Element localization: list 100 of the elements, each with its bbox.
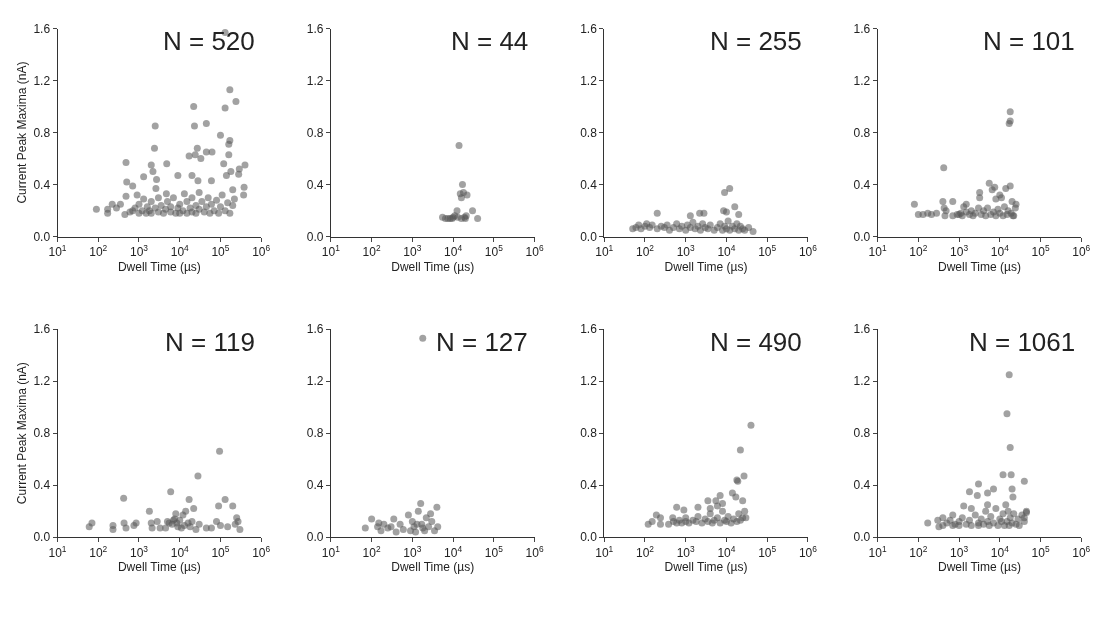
x-tick-label: 10$^{6}$ <box>798 543 818 560</box>
y-tick-label: 0.0 <box>580 530 598 545</box>
y-tick-label: 0.8 <box>33 426 51 441</box>
y-tick-label: 1.6 <box>580 322 598 337</box>
x-tick-label: 10$^{3}$ <box>403 243 422 260</box>
x-axis-title: Dwell Time (µs) <box>664 259 748 274</box>
y-tick-label: 0.8 <box>853 426 871 441</box>
y-tick-label: 1.2 <box>580 374 598 389</box>
x-tick-label: 10$^{4}$ <box>170 543 190 560</box>
x-tick-label: 10$^{4}$ <box>990 543 1010 560</box>
y-tick-label: 0.4 <box>580 177 598 192</box>
x-tick-label: 10$^{2}$ <box>89 543 108 560</box>
x-tick-label: 10$^{6}$ <box>1072 243 1091 260</box>
y-axis-title: Current Peak Maxima (nA) <box>14 362 29 505</box>
x-tick-label: 10$^{3}$ <box>129 543 149 560</box>
y-tick-label: 1.6 <box>853 21 871 36</box>
x-tick-label: 10$^{1}$ <box>321 543 341 560</box>
y-tick-label: 1.6 <box>306 322 324 337</box>
chart-title: N = 44 <box>451 26 529 56</box>
y-tick-label: 0.8 <box>580 426 598 441</box>
x-tick-label: 10$^{5}$ <box>484 243 504 260</box>
chart-title: N = 119 <box>165 327 255 357</box>
x-tick-label: 10$^{1}$ <box>48 243 67 260</box>
x-tick-label: 10$^{3}$ <box>403 543 422 560</box>
x-tick-label: 10$^{6}$ <box>252 243 271 260</box>
chart-title: N = 490 <box>710 327 802 357</box>
y-tick-label: 0.0 <box>33 229 51 244</box>
y-tick-label: 0.4 <box>306 478 324 493</box>
x-axis-title: Dwell Time (µs) <box>117 259 201 274</box>
x-tick-label: 10$^{2}$ <box>89 243 108 260</box>
x-axis-title: Dwell Time (µs) <box>391 560 475 575</box>
y-tick-label: 1.2 <box>853 374 871 389</box>
x-tick-label: 10$^{4}$ <box>444 243 463 260</box>
x-tick-label: 10$^{3}$ <box>950 243 969 260</box>
y-tick-label: 0.4 <box>33 478 51 493</box>
x-tick-label: 10$^{5}$ <box>1031 243 1050 260</box>
x-tick-label: 10$^{2}$ <box>909 543 928 560</box>
y-tick-label: 0.8 <box>853 125 871 140</box>
y-tick-label: 0.8 <box>306 125 324 140</box>
y-tick-label: 0.0 <box>33 530 51 545</box>
x-tick-label: 10$^{1}$ <box>868 243 887 260</box>
y-tick-label: 0.0 <box>580 229 598 244</box>
x-tick-label: 10$^{6}$ <box>525 243 544 260</box>
x-axis-title: Dwell Time (µs) <box>937 259 1021 274</box>
y-tick-label: 1.6 <box>580 21 598 36</box>
x-tick-label: 10$^{1}$ <box>595 543 614 560</box>
y-tick-label: 1.6 <box>33 322 51 337</box>
x-axis-title: Dwell Time (µs) <box>937 560 1021 575</box>
x-tick-label: 10$^{4}$ <box>170 243 190 260</box>
x-axis-title: Dwell Time (µs) <box>117 560 201 575</box>
y-tick-label: 0.0 <box>853 530 871 545</box>
y-tick-label: 1.2 <box>33 73 51 88</box>
x-tick-label: 10$^{6}$ <box>1072 543 1091 560</box>
y-tick-label: 1.6 <box>306 21 324 36</box>
x-tick-label: 10$^{5}$ <box>211 543 230 560</box>
x-tick-label: 10$^{6}$ <box>525 543 544 560</box>
x-tick-label: 10$^{2}$ <box>635 543 655 560</box>
x-tick-label: 10$^{1}$ <box>321 243 341 260</box>
x-tick-label: 10$^{1}$ <box>868 543 887 560</box>
x-tick-label: 10$^{2}$ <box>635 243 655 260</box>
y-tick-label: 0.0 <box>853 229 871 244</box>
y-tick-label: 0.8 <box>306 426 324 441</box>
chart-title: N = 520 <box>163 26 255 56</box>
x-tick-label: 10$^{4}$ <box>717 543 736 560</box>
y-tick-label: 1.2 <box>580 73 598 88</box>
x-tick-label: 10$^{4}$ <box>444 543 463 560</box>
chart-title: N = 127 <box>436 327 528 357</box>
x-tick-label: 10$^{5}$ <box>211 243 230 260</box>
x-tick-label: 10$^{6}$ <box>798 243 818 260</box>
y-tick-label: 1.2 <box>33 374 51 389</box>
x-tick-label: 10$^{4}$ <box>990 243 1010 260</box>
y-tick-label: 0.8 <box>33 125 51 140</box>
y-axis-title: Current Peak Maxima (nA) <box>14 61 29 204</box>
y-tick-label: 0.4 <box>580 478 598 493</box>
x-tick-label: 10$^{1}$ <box>595 243 614 260</box>
x-axis-title: Dwell Time (µs) <box>664 560 748 575</box>
chart-title: N = 255 <box>710 26 802 56</box>
y-tick-label: 1.6 <box>853 322 871 337</box>
y-tick-label: 1.2 <box>306 374 324 389</box>
x-tick-label: 10$^{5}$ <box>484 543 504 560</box>
y-tick-label: 0.0 <box>306 530 324 545</box>
y-tick-label: 1.2 <box>306 73 324 88</box>
chart-title: N = 101 <box>983 26 1075 56</box>
y-tick-label: 0.0 <box>306 229 324 244</box>
y-tick-label: 0.4 <box>33 177 51 192</box>
x-tick-label: 10$^{4}$ <box>717 243 736 260</box>
x-tick-label: 10$^{6}$ <box>252 543 271 560</box>
chart-title: N = 1061 <box>969 327 1076 357</box>
x-tick-label: 10$^{5}$ <box>1031 543 1050 560</box>
y-tick-label: 0.8 <box>580 125 598 140</box>
x-tick-label: 10$^{2}$ <box>362 543 381 560</box>
x-axis-title: Dwell Time (µs) <box>391 259 475 274</box>
x-tick-label: 10$^{5}$ <box>758 543 777 560</box>
x-tick-label: 10$^{3}$ <box>676 543 696 560</box>
x-tick-label: 10$^{1}$ <box>48 543 67 560</box>
x-tick-label: 10$^{2}$ <box>909 243 928 260</box>
x-tick-label: 10$^{3}$ <box>676 243 696 260</box>
y-tick-label: 0.4 <box>853 478 871 493</box>
x-tick-label: 10$^{3}$ <box>950 543 969 560</box>
y-tick-label: 1.6 <box>33 21 51 36</box>
